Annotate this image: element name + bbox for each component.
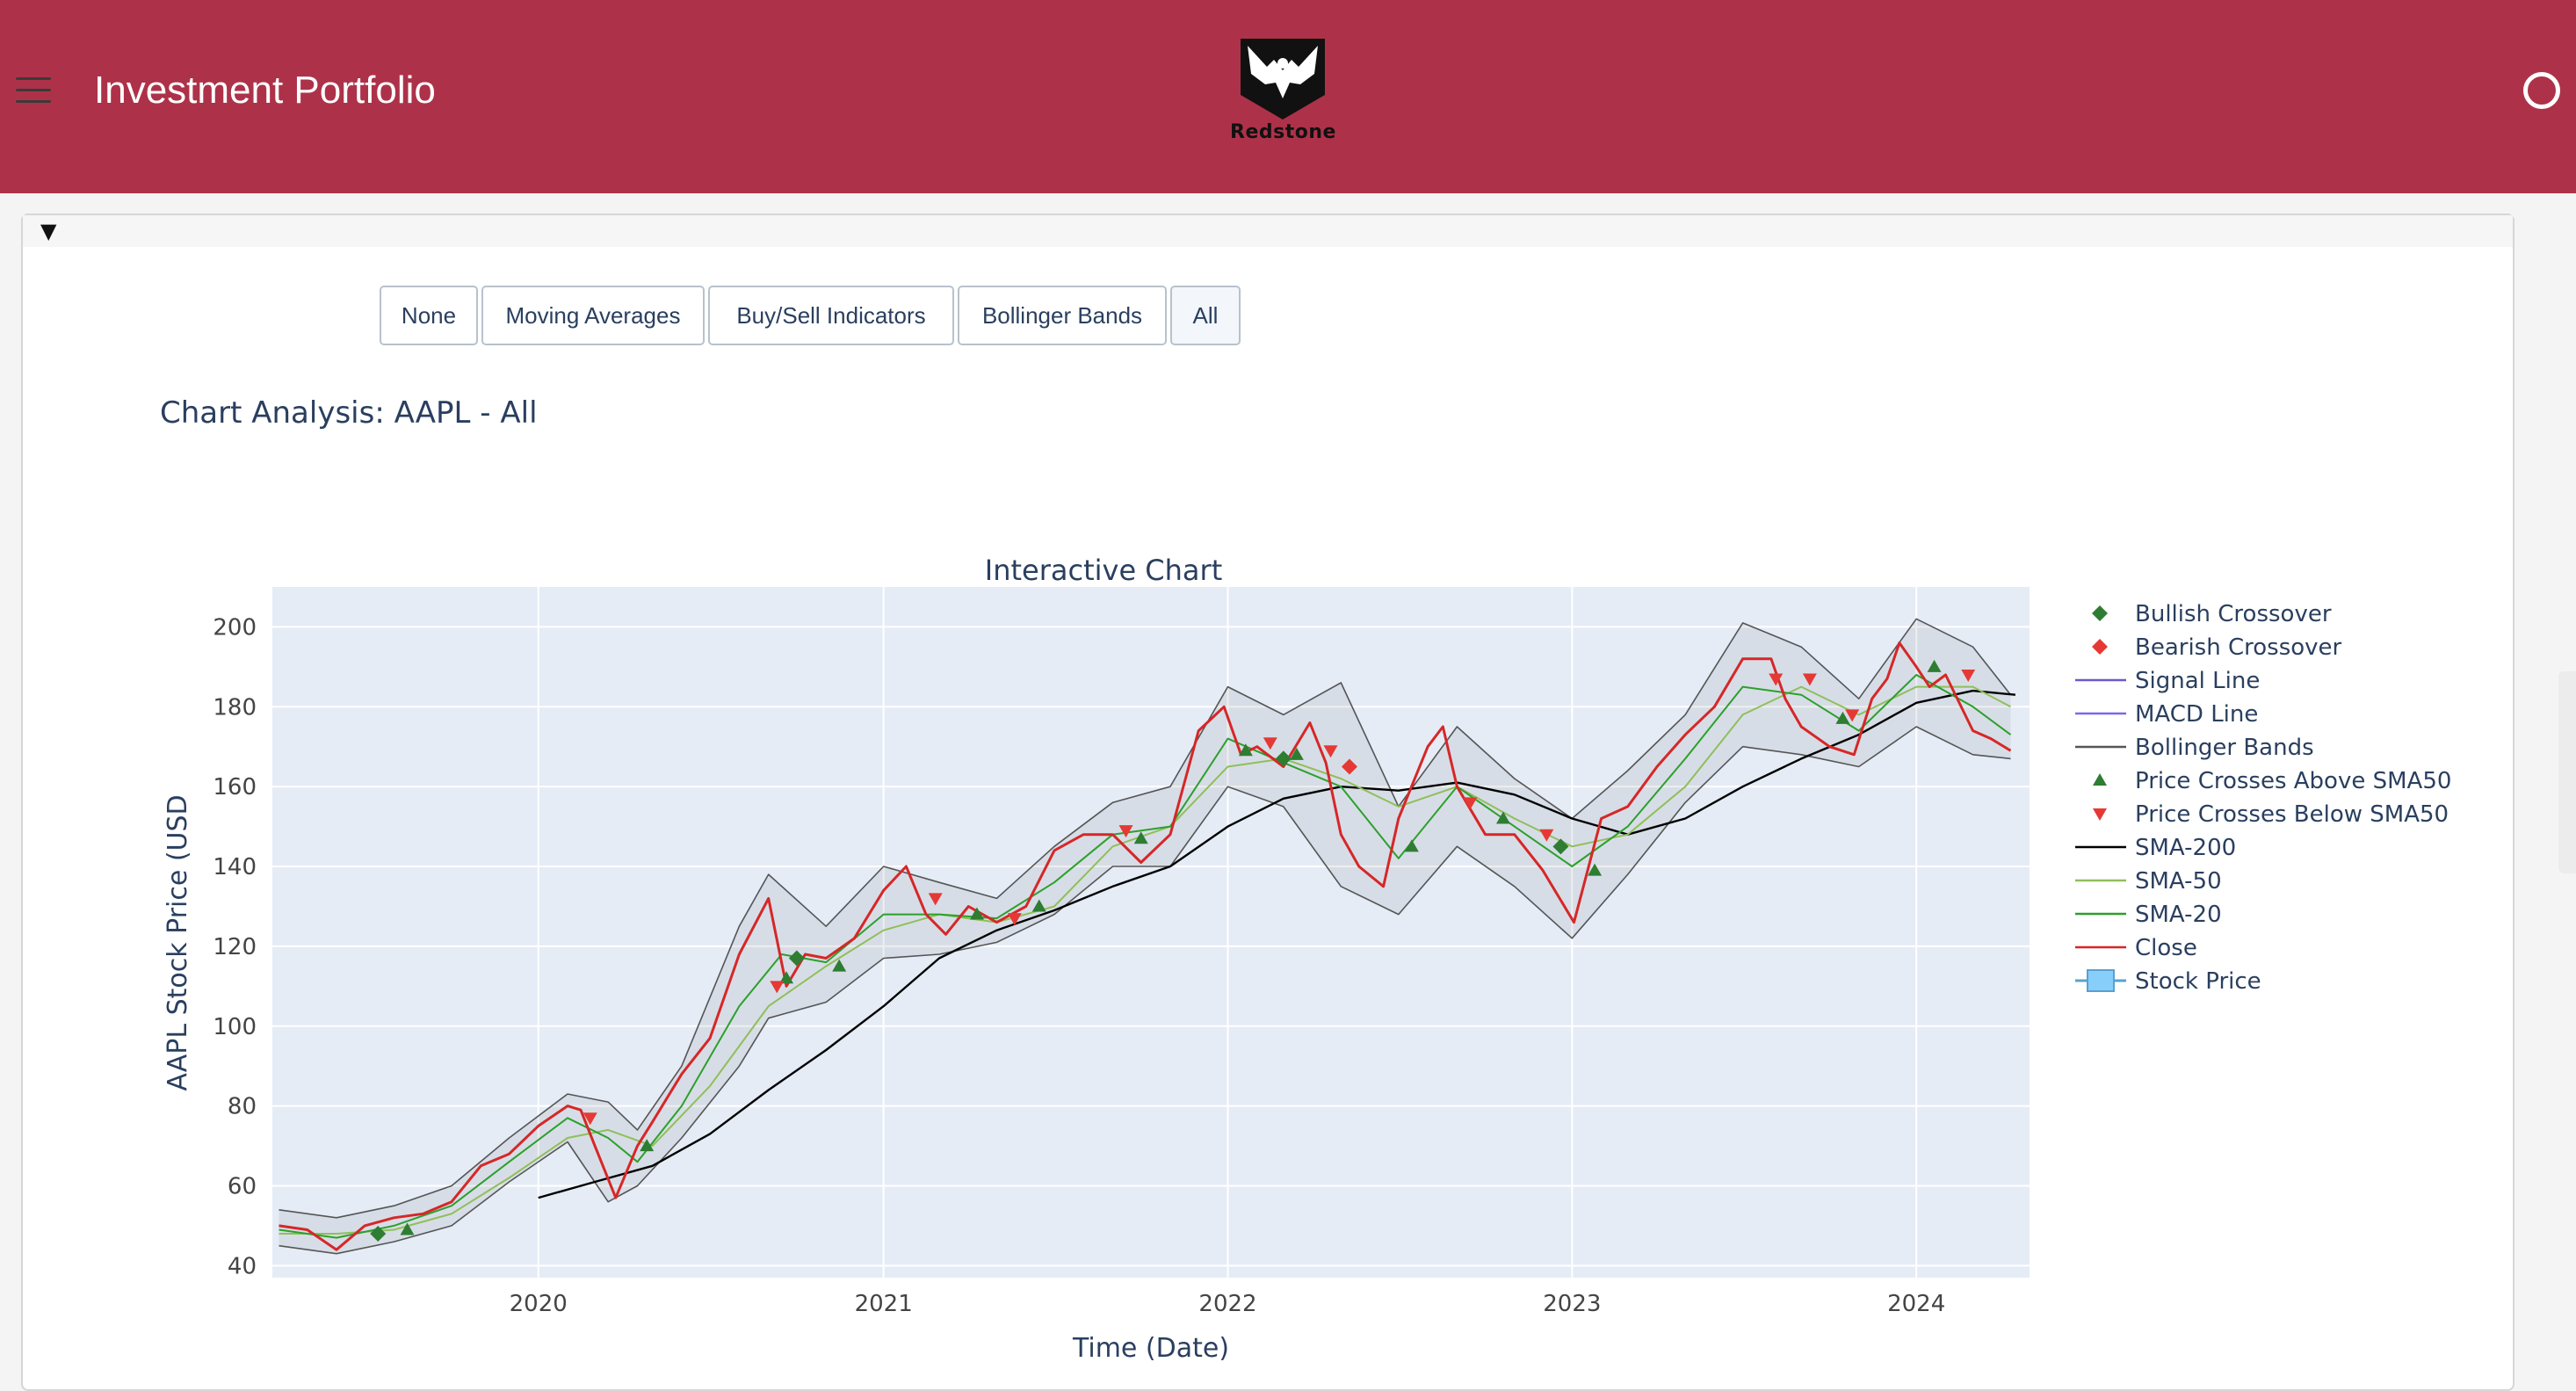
price-below-sma50-marker: [1769, 673, 1784, 686]
legend-item-label[interactable]: Stock Price: [2135, 968, 2261, 995]
bollinger-upper-line: [279, 618, 2012, 1219]
price-above-sma50-marker: [640, 1139, 655, 1152]
y-tick-label: 160: [213, 774, 257, 801]
bullish-crossover-marker: [1552, 838, 1569, 855]
x-tick-label: 2022: [1198, 1291, 1256, 1317]
app-title: Investment Portfolio: [94, 69, 436, 112]
price-above-sma50-marker: [1835, 711, 1850, 724]
close-line: [279, 641, 2012, 1251]
price-below-sma50-marker: [1802, 673, 1817, 686]
legend-item-label[interactable]: MACD Line: [2135, 701, 2258, 728]
hamburger-menu-icon[interactable]: [16, 77, 51, 105]
logo-text: Redstone: [1230, 121, 1336, 143]
y-tick-label: 40: [228, 1253, 257, 1279]
price-above-sma50-marker: [400, 1222, 415, 1235]
price-above-sma50-marker: [969, 907, 984, 920]
price-below-sma50-marker: [770, 981, 785, 994]
chart-title: Interactive Chart: [985, 554, 1222, 587]
legend-item-label[interactable]: Price Crosses Below SMA50: [2135, 801, 2449, 828]
eagle-shield-icon: [1241, 39, 1325, 120]
bollinger-bands-button[interactable]: Bollinger Bands: [958, 286, 1167, 345]
legend-item-label[interactable]: Bollinger Bands: [2135, 735, 2314, 761]
price-above-sma50-marker: [1238, 743, 1253, 757]
price-below-sma50-marker: [1961, 669, 1976, 682]
redstone-logo[interactable]: Redstone: [1230, 33, 1335, 149]
y-tick-label: 140: [213, 854, 257, 880]
y-tick-label: 180: [213, 694, 257, 721]
side-scroll-handle[interactable]: [2558, 671, 2576, 873]
chart-analysis-title: Chart Analysis: AAPL - All: [160, 395, 538, 431]
price-below-sma50-marker: [1539, 829, 1554, 842]
top-bar: Investment Portfolio Redstone: [0, 0, 2576, 193]
price-below-sma50-marker: [582, 1112, 597, 1126]
legend-item-label[interactable]: SMA-20: [2135, 902, 2222, 928]
bollinger-lower-line: [279, 726, 2011, 1255]
price-above-sma50-marker: [1404, 839, 1419, 852]
y-tick-label: 80: [228, 1094, 257, 1120]
profile-circle-icon[interactable]: [2523, 72, 2560, 109]
price-below-sma50-marker: [1463, 797, 1478, 810]
price-above-sma50-marker: [1133, 831, 1148, 844]
x-tick-label: 2024: [1887, 1291, 1945, 1317]
legend-item-label[interactable]: Signal Line: [2135, 668, 2260, 694]
collapse-toggle-icon[interactable]: ▼: [40, 219, 57, 243]
plot-area: [272, 587, 2030, 1278]
y-axis-label: AAPL Stock Price (USD: [163, 794, 193, 1090]
legend-box-icon: [2087, 969, 2115, 992]
x-tick-label: 2023: [1543, 1291, 1601, 1317]
x-axis-label: Time (Date): [1072, 1333, 1229, 1364]
bearish-crossover-marker: [1341, 758, 1357, 775]
bollinger-band-fill: [279, 619, 2011, 1254]
price-below-sma50-marker: [1263, 737, 1277, 750]
price-below-sma50-marker: [1845, 709, 1860, 722]
none-button[interactable]: None: [380, 286, 478, 345]
y-tick-label: 100: [213, 1014, 257, 1040]
bullish-crossover-marker: [370, 1226, 387, 1242]
price-below-sma50-marker: [1118, 825, 1133, 838]
legend-item-label[interactable]: Bullish Crossover: [2135, 601, 2332, 627]
legend-diamond-icon: [2092, 605, 2108, 621]
price-above-sma50-marker: [1289, 747, 1304, 760]
legend-item-label[interactable]: Close: [2135, 935, 2197, 961]
price-above-sma50-marker: [779, 971, 794, 984]
bullish-crossover-marker: [1275, 750, 1292, 767]
legend-item-label[interactable]: Price Crosses Above SMA50: [2135, 768, 2451, 794]
moving-averages-button[interactable]: Moving Averages: [481, 286, 705, 345]
price-below-sma50-marker: [1323, 745, 1338, 758]
legend-diamond-icon: [2092, 639, 2108, 655]
price-below-sma50-marker: [1007, 913, 1022, 926]
legend-item-label[interactable]: SMA-200: [2135, 835, 2236, 861]
price-below-sma50-marker: [928, 893, 943, 906]
price-above-sma50-marker: [832, 959, 847, 972]
y-tick-label: 200: [213, 614, 257, 641]
x-tick-label: 2020: [510, 1291, 568, 1317]
price-above-sma50-marker: [1031, 899, 1046, 912]
legend-triangle-up-icon: [2093, 773, 2107, 786]
sma200-line: [538, 689, 2016, 1199]
card-header: ▼: [23, 215, 2513, 247]
all-button[interactable]: All: [1170, 286, 1241, 345]
legend-triangle-down-icon: [2093, 808, 2107, 821]
x-tick-label: 2021: [855, 1291, 913, 1317]
price-above-sma50-marker: [1927, 659, 1942, 672]
legend-item-label[interactable]: Bearish Crossover: [2135, 634, 2342, 661]
price-above-sma50-marker: [1588, 863, 1603, 876]
price-above-sma50-marker: [1495, 811, 1510, 824]
buy-sell-indicators-button[interactable]: Buy/Sell Indicators: [708, 286, 954, 345]
y-tick-label: 120: [213, 934, 257, 960]
legend-item-label[interactable]: SMA-50: [2135, 868, 2222, 895]
y-tick-label: 60: [228, 1174, 257, 1200]
bullish-crossover-marker: [788, 950, 805, 967]
